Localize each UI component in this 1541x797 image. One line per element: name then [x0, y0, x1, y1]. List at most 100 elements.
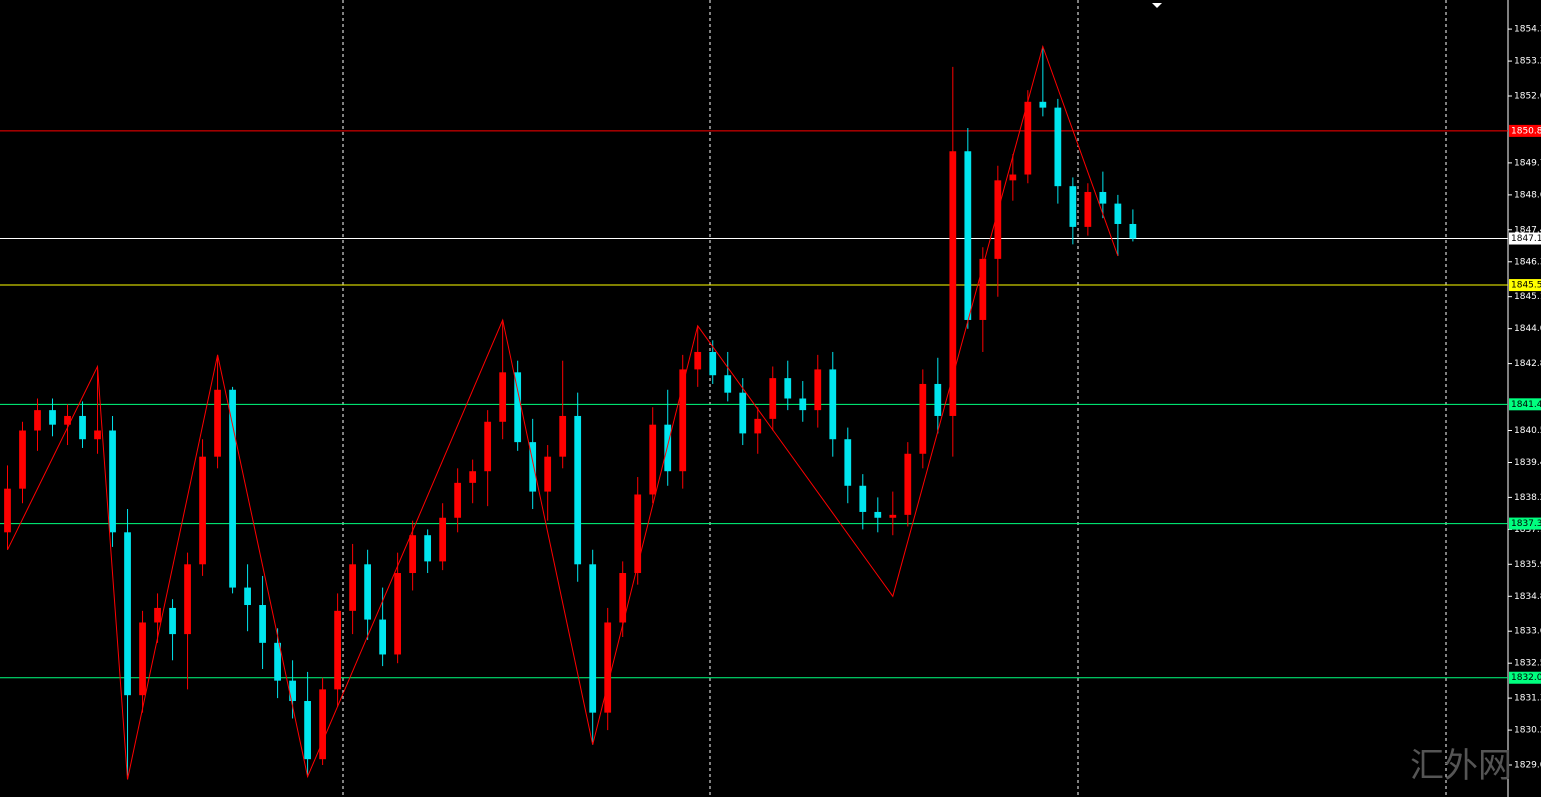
y-tick-label: 1833.6 [1514, 627, 1541, 637]
candle-body [634, 494, 642, 574]
candle-body [409, 535, 417, 574]
candle-body [379, 619, 387, 655]
y-tick-label: 1845.1 [1514, 292, 1541, 302]
shift-marker [1152, 3, 1162, 8]
candle-body [109, 430, 116, 533]
candle-body [604, 622, 612, 713]
level-label-box [1509, 232, 1541, 245]
candle-body [394, 573, 402, 655]
candle-body [259, 605, 266, 643]
candle-body [514, 372, 522, 443]
candle-body [889, 514, 897, 518]
y-tick-label: 1854.3 [1514, 25, 1541, 35]
candle-body [484, 421, 492, 472]
y-tick-label: 1849.7 [1514, 158, 1541, 168]
candle-body [34, 410, 41, 431]
y-tick-label: 1837.1 [1514, 525, 1541, 535]
level-label-box [1509, 124, 1541, 137]
level-label-box [1509, 517, 1541, 530]
candle-body [1009, 174, 1017, 181]
candle-body [1054, 107, 1062, 187]
zigzag-line [7, 44, 1119, 780]
y-tick-label: 1830.2 [1514, 726, 1541, 736]
candle-body [1039, 101, 1047, 108]
candle-body [529, 442, 537, 492]
candle-body [1099, 191, 1107, 204]
candle-body [919, 383, 927, 454]
y-tick-label: 1839.4 [1514, 458, 1541, 468]
y-tick-label: 1846.3 [1514, 257, 1541, 267]
candle-body [619, 573, 627, 623]
time-grid [342, 0, 1447, 797]
candle-body [679, 369, 687, 472]
candle-body [979, 258, 987, 320]
candle-body [859, 485, 867, 512]
candle-body [769, 378, 777, 419]
candle-body [694, 351, 702, 370]
candle-body [19, 430, 26, 489]
candle-body [934, 383, 942, 416]
level-label: 1837.3 [1511, 519, 1541, 529]
candle-body [1114, 203, 1122, 224]
level-label: 1841.4 [1511, 400, 1541, 410]
y-tick-label: 1834.8 [1514, 592, 1541, 602]
candle-body [664, 424, 672, 472]
y-tick-label: 1853.2 [1514, 57, 1541, 67]
candle-body [964, 151, 972, 320]
y-tick-label: 1838.2 [1514, 493, 1541, 503]
candle-body [589, 564, 597, 713]
candle-body [499, 372, 507, 422]
candle-body [1129, 223, 1137, 239]
y-tick-label: 1847.4 [1514, 225, 1541, 235]
y-tick-label: 1848.6 [1514, 190, 1541, 200]
level-label-box [1509, 671, 1541, 684]
candle-body [274, 642, 281, 681]
candle-body [1084, 191, 1092, 227]
candle-body [4, 488, 11, 533]
candle-body [214, 389, 221, 457]
candle-body [469, 471, 477, 483]
y-tick-label: 1831.3 [1514, 694, 1541, 704]
level-label-box [1509, 398, 1541, 411]
y-tick-label: 1840.5 [1514, 426, 1541, 436]
candle-body [784, 378, 792, 399]
y-tick-label: 1829.0 [1514, 761, 1541, 771]
candle-body [439, 517, 447, 562]
candle-body [319, 689, 326, 760]
y-tick-label: 1832.5 [1514, 659, 1541, 669]
candle-body [1069, 186, 1077, 227]
candle-body [724, 375, 732, 393]
level-label: 1847.1 [1511, 234, 1541, 244]
candle-body [1024, 101, 1032, 175]
level-label: 1845.5 [1511, 281, 1541, 291]
candle-body [364, 564, 371, 620]
candle-body [289, 680, 296, 702]
candle-body [199, 456, 206, 565]
candle-body [49, 410, 56, 425]
candle-body [424, 535, 432, 562]
candle-body [304, 701, 311, 760]
candle-body [574, 415, 582, 565]
candle-body [649, 424, 657, 495]
candle-body [79, 415, 86, 440]
level-label: 1850.8 [1511, 126, 1541, 136]
candle-body [874, 511, 882, 518]
level-label: 1832.0 [1511, 673, 1541, 683]
candle-body [994, 180, 1002, 259]
candle-body [124, 532, 131, 696]
y-tick-label: 1844.0 [1514, 324, 1541, 334]
candle-body [139, 622, 146, 696]
candle-body [349, 564, 356, 611]
y-tick-label: 1852.0 [1514, 91, 1541, 101]
candle-body [64, 415, 71, 425]
candle-body [184, 564, 191, 635]
candle-body [229, 389, 236, 588]
candle-body [814, 369, 822, 411]
candle-body [544, 456, 552, 492]
y-tick-label: 1842.8 [1514, 359, 1541, 369]
y-tick-label: 1835.9 [1514, 560, 1541, 570]
candle-body [154, 607, 161, 623]
candle-body [829, 369, 837, 440]
candle-body [949, 151, 957, 416]
